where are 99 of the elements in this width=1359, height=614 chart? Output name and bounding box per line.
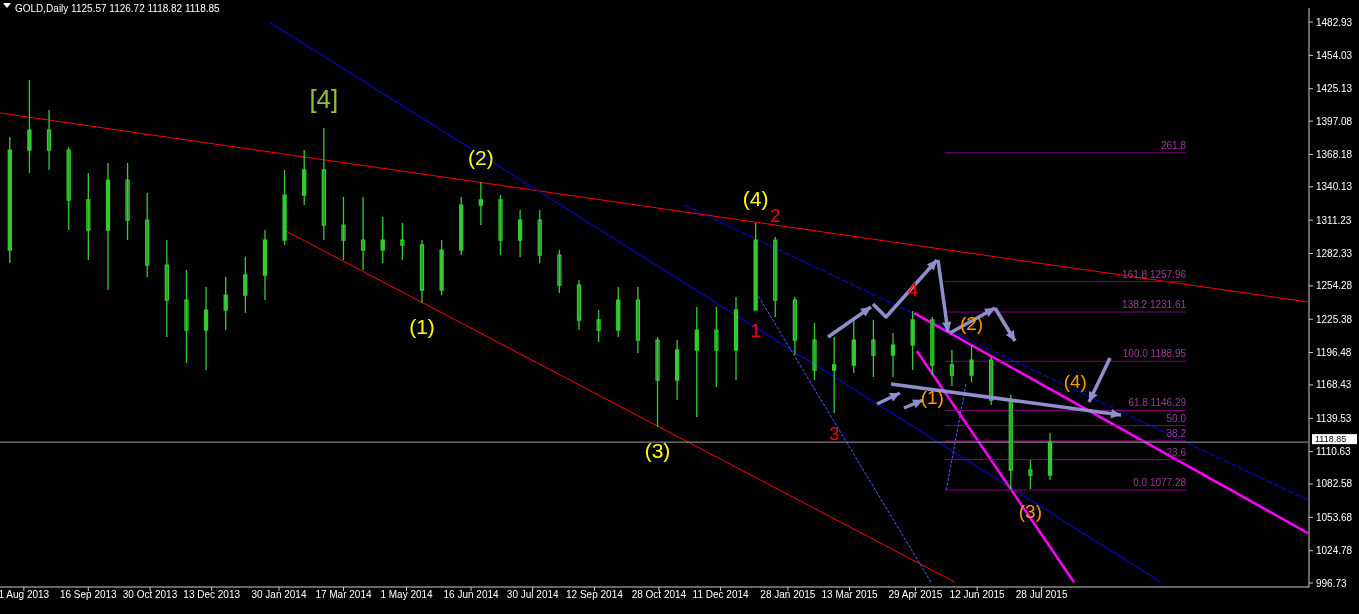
- chart-title: GOLD,Daily 1125.57 1126.72 1118.82 1118.85: [15, 2, 221, 14]
- candlestick: [282, 169, 287, 246]
- candlestick: [478, 181, 484, 226]
- y-tick-label: 1311.23: [1316, 214, 1352, 226]
- candlestick: [753, 222, 758, 311]
- annotation: (4): [742, 187, 769, 211]
- candlestick: [321, 127, 326, 241]
- series-label: 0.0 1077.28: [1133, 477, 1187, 489]
- y-tick-label: 1082.58: [1316, 478, 1353, 490]
- annotation: (4): [1063, 370, 1087, 392]
- annotation: 1: [750, 321, 761, 342]
- annotation: 2: [770, 206, 781, 227]
- y-tick-label: 1482.93: [1316, 16, 1353, 28]
- y-tick-label: 1139.53: [1316, 412, 1352, 424]
- series-label: 138.2 1231.61: [1122, 299, 1187, 311]
- candlestick: [341, 196, 346, 261]
- annotation: [4]: [309, 84, 339, 115]
- candlestick: [125, 162, 130, 241]
- candlestick: [655, 336, 660, 428]
- candlestick: [517, 209, 523, 258]
- x-tick-label: 28 Oct 2014: [631, 589, 687, 600]
- candlestick: [419, 239, 425, 304]
- candlestick: [164, 239, 169, 338]
- x-tick-label: 16 Sep 2013: [59, 589, 118, 600]
- candlestick: [86, 172, 91, 261]
- candlestick: [694, 306, 699, 418]
- candlestick: [1047, 432, 1053, 481]
- y-tick-label: 1254.28: [1316, 280, 1353, 292]
- candlestick: [596, 309, 601, 343]
- y-tick-label: 1425.13: [1316, 83, 1353, 95]
- candlestick: [1028, 459, 1033, 490]
- y-tick-label: 1024.78: [1316, 545, 1353, 557]
- series-label: 161.8 1257.96: [1122, 268, 1187, 280]
- y-tick-label: 1454.03: [1316, 49, 1353, 61]
- candlestick: [46, 109, 52, 171]
- x-tick-label: 28 Jan 2015: [760, 589, 816, 600]
- candlestick: [203, 286, 209, 371]
- x-tick-label: 13 Dec 2013: [183, 589, 241, 600]
- x-tick-label: 1 Aug 2013: [0, 589, 50, 600]
- y-tick-label: 1340.13: [1316, 181, 1353, 193]
- y-tick-label: 1110.63: [1316, 446, 1352, 458]
- candlestick: [557, 249, 562, 294]
- candlestick: [969, 344, 974, 383]
- y-tick-label: 996.73: [1316, 577, 1348, 589]
- x-tick-label: 30 Oct 2013: [122, 589, 178, 600]
- candlestick: [243, 256, 248, 314]
- candlestick: [576, 279, 582, 331]
- annotation: 3: [829, 424, 840, 445]
- candlestick: [380, 216, 385, 264]
- candlestick: [302, 149, 307, 206]
- candlestick: [223, 276, 228, 331]
- ref-line-label: 1118.85: [1315, 434, 1347, 445]
- annotation: (1): [920, 386, 944, 408]
- candlestick: [733, 296, 739, 381]
- x-tick-label: 30 Jan 2014: [251, 589, 307, 600]
- candlestick: [890, 332, 896, 378]
- candlestick: [262, 229, 268, 301]
- series-label: 23.6: [1166, 446, 1187, 458]
- candlestick: [439, 239, 444, 296]
- x-tick-label: 11 Dec 2014: [692, 589, 750, 600]
- series-label: 100.0 1188.95: [1122, 348, 1187, 360]
- candlestick: [792, 296, 798, 356]
- series-label: 38.2: [1166, 427, 1187, 439]
- candlestick: [105, 162, 111, 291]
- candlestick: [27, 79, 32, 174]
- y-tick-label: 1053.68: [1316, 511, 1353, 523]
- candlestick: [360, 196, 366, 271]
- candlestick: [635, 286, 641, 354]
- y-tick-label: 1368.18: [1316, 148, 1353, 160]
- y-tick-label: 1168.43: [1316, 379, 1352, 391]
- x-tick-label: 29 Apr 2015: [888, 589, 943, 600]
- x-tick-label: 12 Jun 2015: [949, 589, 1006, 600]
- x-tick-label: 13 Mar 2015: [821, 589, 879, 600]
- annotation: (3): [644, 439, 671, 463]
- candlestick: [910, 310, 915, 371]
- x-tick-label: 16 Jun 2014: [443, 589, 499, 600]
- series-label: 261.8: [1161, 139, 1187, 151]
- candlestick: [832, 336, 837, 414]
- annotation: (1): [409, 315, 435, 339]
- y-tick-label: 1225.38: [1316, 313, 1353, 325]
- series-label: 50.0: [1166, 412, 1187, 424]
- candlestick: [949, 349, 955, 387]
- x-tick-label: 30 Jul 2014: [506, 589, 560, 600]
- candlestick: [851, 319, 856, 374]
- y-tick-label: 1282.33: [1316, 248, 1353, 259]
- candlestick: [498, 194, 503, 256]
- series-label: 61.8 1146.29: [1128, 397, 1187, 409]
- candlestick: [812, 322, 817, 381]
- y-tick-label: 1196.48: [1316, 347, 1352, 359]
- candlestick: [400, 222, 405, 261]
- x-tick-label: 28 Jul 2015: [1015, 589, 1068, 600]
- y-tick-label: 1397.08: [1316, 115, 1353, 127]
- candlestick: [184, 269, 189, 364]
- x-tick-label: 17 Mar 2014: [315, 589, 372, 600]
- x-tick-label: 1 May 2014: [380, 589, 434, 600]
- candlestick: [871, 319, 876, 378]
- candlestick: [714, 306, 719, 388]
- candlestick: [674, 339, 680, 401]
- x-tick-label: 12 Sep 2014: [566, 589, 624, 600]
